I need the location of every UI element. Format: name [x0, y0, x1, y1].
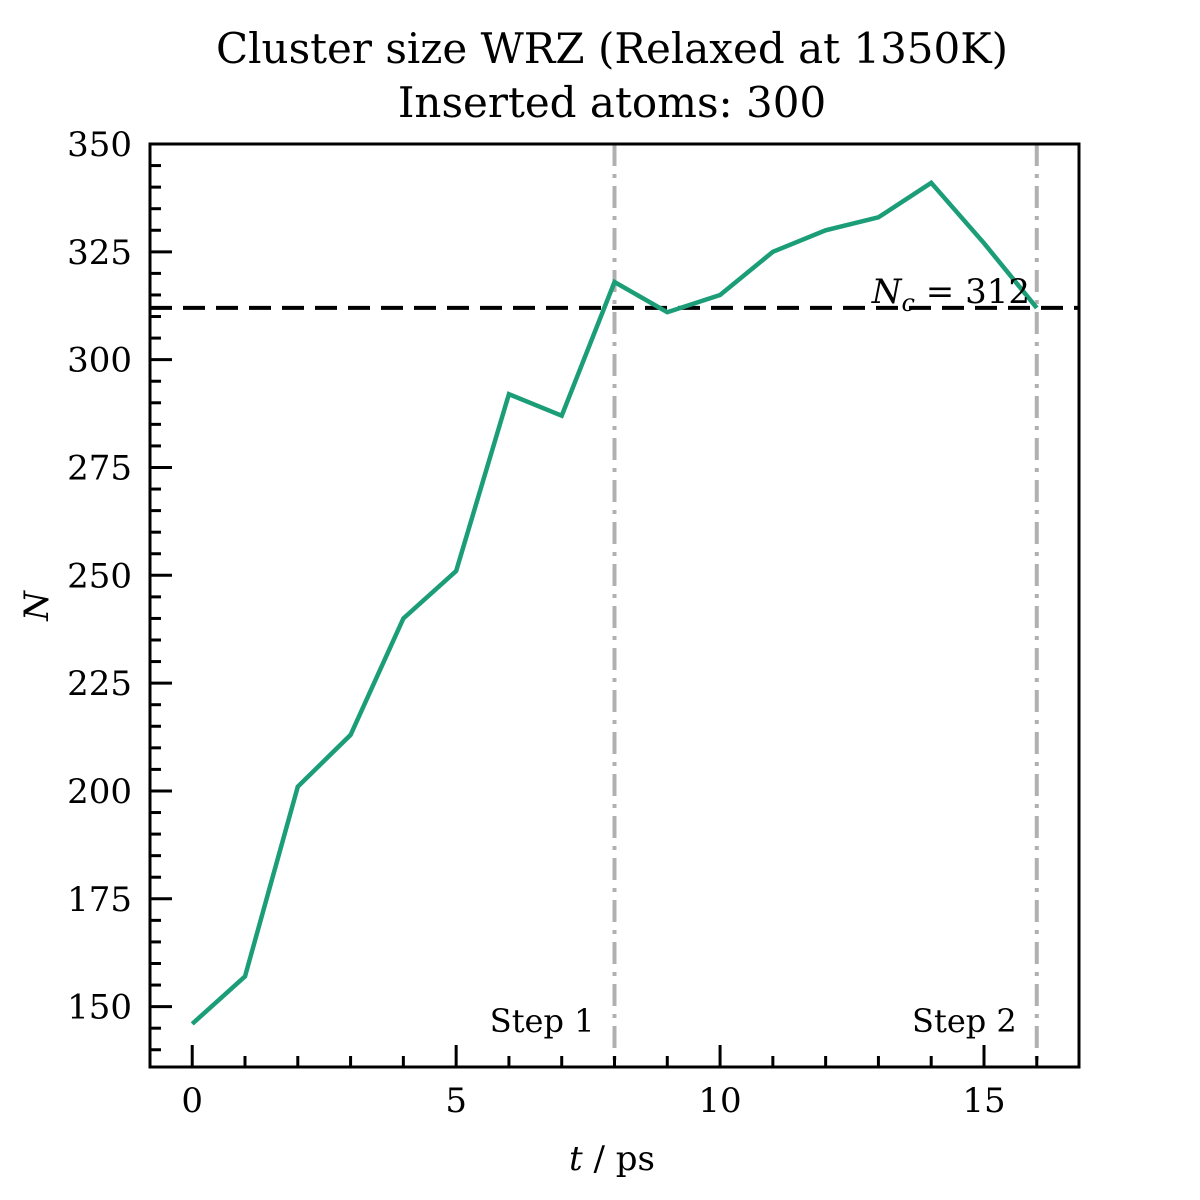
- plot-area: Step 1 Step 2: [150, 144, 1079, 1067]
- critical-size-label-variable: N: [871, 272, 903, 312]
- axes-frame: [148, 142, 1081, 1069]
- x-tick-label: 0: [181, 1081, 203, 1121]
- y-tick-label: 150: [67, 988, 132, 1028]
- critical-size-label-value: = 312: [915, 272, 1030, 312]
- y-tick-label: 350: [67, 125, 132, 165]
- x-tick-label: 10: [698, 1081, 741, 1121]
- step-label-2: Step 2: [912, 1002, 1017, 1040]
- critical-size-label-subscript: c: [902, 289, 915, 317]
- axis-ticks: [150, 142, 1039, 1067]
- y-axis-label: N: [17, 590, 57, 622]
- y-tick-label: 200: [67, 772, 132, 812]
- y-tick-label: 325: [67, 233, 132, 273]
- chart-title-line1: Cluster size WRZ (Relaxed at 1350K): [216, 24, 1008, 73]
- y-tick-label: 275: [67, 448, 132, 488]
- x-tick-label: 5: [445, 1081, 467, 1121]
- tick-labels: 0 5 10 15 150 175 200 225 250 275 300 325 350: [67, 125, 1006, 1121]
- x-tick-label: 15: [962, 1081, 1005, 1121]
- chart-title-line2: Inserted atoms: 300: [398, 78, 826, 127]
- y-tick-label: 175: [67, 880, 132, 920]
- y-tick-label: 300: [67, 341, 132, 381]
- x-axis-label: t / ps: [569, 1139, 655, 1179]
- x-axis-label-variable: t: [569, 1139, 583, 1179]
- y-tick-label: 250: [67, 556, 132, 596]
- x-axis-label-unit: / ps: [583, 1139, 655, 1179]
- step-label-1: Step 1: [490, 1002, 595, 1040]
- critical-size-label: Nc = 312: [871, 272, 1030, 317]
- y-tick-label: 225: [67, 664, 132, 704]
